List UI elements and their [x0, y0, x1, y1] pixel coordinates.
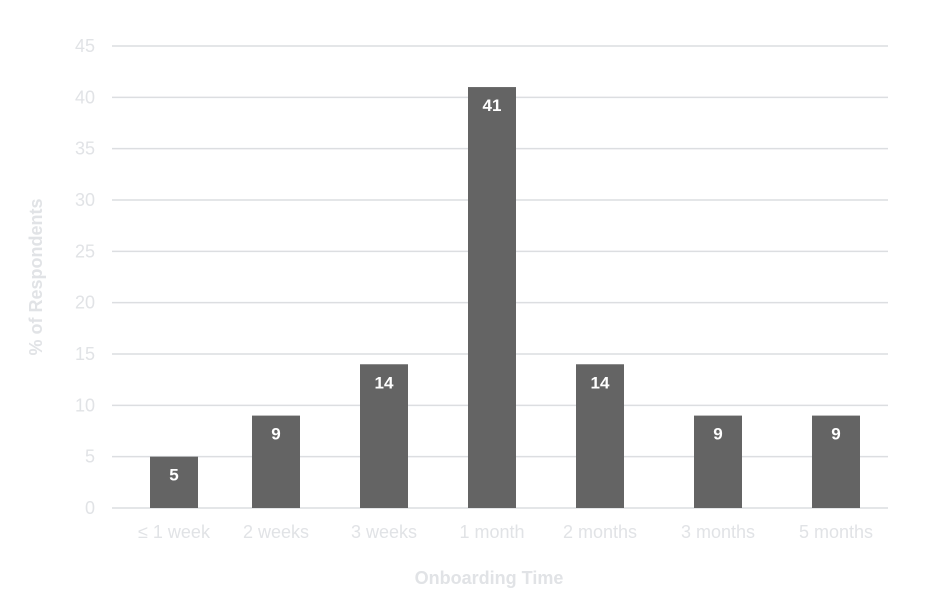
y-tick-label: 15: [75, 344, 95, 364]
y-tick-label: 30: [75, 190, 95, 210]
data-label: 9: [713, 425, 722, 444]
data-label: 9: [271, 425, 280, 444]
x-axis-title: Onboarding Time: [415, 568, 564, 588]
x-tick-label: 5 months: [799, 522, 873, 542]
data-label: 9: [831, 425, 840, 444]
data-label: 14: [591, 373, 610, 392]
x-tick-label: ≤ 1 week: [138, 522, 211, 542]
x-tick-label: 3 weeks: [351, 522, 417, 542]
bar: [694, 415, 742, 508]
data-label: 5: [169, 466, 178, 485]
y-tick-label: 10: [75, 395, 95, 415]
data-label: 14: [375, 373, 394, 392]
bar: [812, 415, 860, 508]
bar: [360, 364, 408, 508]
y-axis-title: % of Respondents: [26, 198, 46, 355]
y-tick-label: 40: [75, 87, 95, 107]
y-tick-label: 45: [75, 36, 95, 56]
y-tick-label: 0: [85, 498, 95, 518]
y-tick-label: 25: [75, 241, 95, 261]
y-tick-label: 20: [75, 293, 95, 313]
x-tick-label: 2 weeks: [243, 522, 309, 542]
bar: [150, 456, 198, 508]
bar: [252, 415, 300, 508]
y-tick-label: 35: [75, 139, 95, 159]
data-label: 41: [483, 96, 502, 115]
x-tick-label: 3 months: [681, 522, 755, 542]
x-tick-label: 2 months: [563, 522, 637, 542]
y-tick-label: 5: [85, 447, 95, 467]
bar: [576, 364, 624, 508]
x-tick-label: 1 month: [459, 522, 524, 542]
bar: [468, 87, 516, 509]
